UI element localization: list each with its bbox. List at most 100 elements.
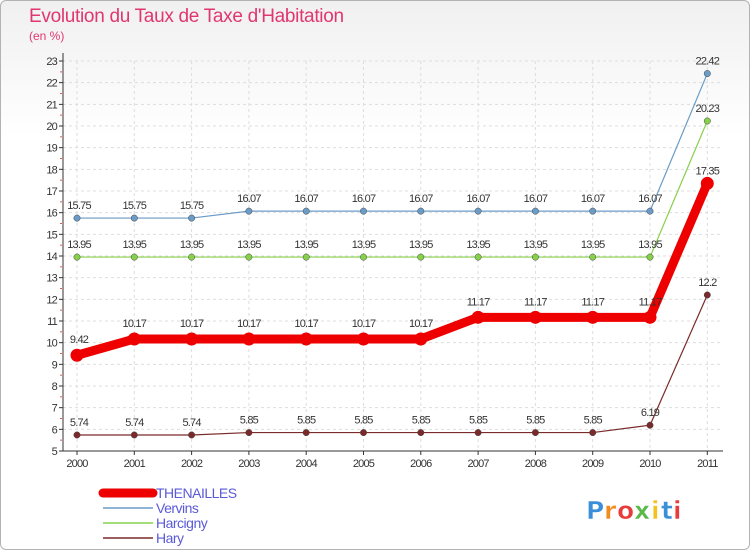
series-line-hary <box>76 294 708 436</box>
data-point <box>360 429 367 437</box>
data-label: 16.07 <box>409 193 433 205</box>
data-point <box>531 207 539 215</box>
data-label: 9.42 <box>70 334 89 346</box>
y-tick-label: 9 <box>52 359 58 371</box>
data-label: 13.95 <box>638 239 662 251</box>
data-point <box>245 253 253 261</box>
data-label: 20.23 <box>696 103 720 115</box>
x-tick-label: 2010 <box>639 458 661 470</box>
data-label: 10.17 <box>123 318 147 330</box>
data-label: 5.74 <box>182 417 201 429</box>
data-label: 16.07 <box>524 193 548 205</box>
data-point <box>302 207 310 215</box>
y-tick-label: 7 <box>52 403 58 415</box>
data-label: 5.74 <box>125 417 144 429</box>
data-point <box>643 310 657 324</box>
data-label: 13.95 <box>352 239 376 251</box>
logo-letter: o <box>617 496 634 525</box>
x-tick-label: 2004 <box>296 458 318 470</box>
y-tick-label: 23 <box>46 56 57 68</box>
data-point <box>646 207 654 215</box>
y-tick-label: 18 <box>46 164 57 176</box>
data-label: 13.95 <box>237 239 261 251</box>
data-point <box>73 214 81 222</box>
y-tick-label: 11 <box>47 316 58 328</box>
y-tick-label: 19 <box>46 143 57 155</box>
data-label: 16.07 <box>294 193 318 205</box>
data-point <box>302 253 310 261</box>
data-label: 5.85 <box>584 415 603 427</box>
y-tick-label: 16 <box>46 208 57 220</box>
x-tick-label: 2003 <box>238 458 260 470</box>
logo-letter: i <box>651 496 660 525</box>
data-label: 16.07 <box>237 193 261 205</box>
data-point <box>589 207 597 215</box>
logo-letter: t <box>661 496 673 525</box>
data-label: 11.17 <box>467 296 490 308</box>
data-label: 11.17 <box>581 296 604 308</box>
y-tick-label: 15 <box>46 229 57 241</box>
legend-label: Vervins <box>156 500 199 516</box>
x-tick-label: 2006 <box>410 458 432 470</box>
legend-label: THENAILLES <box>156 485 237 501</box>
data-label: 13.95 <box>409 239 433 251</box>
data-point <box>302 429 310 437</box>
y-tick-label: 20 <box>46 121 57 133</box>
data-point <box>700 176 714 190</box>
data-label: 13.95 <box>294 239 318 251</box>
data-point <box>188 431 196 439</box>
data-point <box>70 348 84 362</box>
y-tick-label: 14 <box>46 251 57 263</box>
data-label: 10.17 <box>237 318 261 330</box>
y-tick-label: 5 <box>52 446 58 458</box>
data-point <box>73 253 81 261</box>
data-label: 5.85 <box>526 415 545 427</box>
data-label: 10.17 <box>409 318 433 330</box>
data-point <box>531 253 539 261</box>
data-point <box>360 207 367 215</box>
data-point <box>245 429 253 437</box>
data-point <box>471 310 485 324</box>
data-label: 12.2 <box>698 277 717 289</box>
data-label: 5.74 <box>70 417 89 429</box>
y-tick-label: 22 <box>46 78 57 90</box>
x-tick-label: 2001 <box>124 458 146 470</box>
x-tick-label: 2008 <box>525 458 547 470</box>
data-point <box>417 253 425 261</box>
logo-letter: P <box>586 496 604 525</box>
y-tick-label: 17 <box>46 186 57 198</box>
data-label: 15.75 <box>180 200 204 212</box>
data-point <box>417 429 425 437</box>
data-label: 13.95 <box>466 239 490 251</box>
x-tick-label: 2002 <box>181 458 203 470</box>
data-label: 15.75 <box>67 200 91 212</box>
logo-letter: r <box>604 496 617 525</box>
data-point <box>127 332 141 346</box>
data-point <box>703 291 711 299</box>
data-point <box>703 117 711 125</box>
x-tick-label: 2011 <box>697 458 718 470</box>
data-label: 16.07 <box>352 193 376 205</box>
data-point <box>646 253 654 261</box>
x-tick-label: 2005 <box>353 458 375 470</box>
legend-label: Hary <box>156 530 184 546</box>
data-label: 11.17 <box>524 296 547 308</box>
data-point <box>130 214 138 222</box>
data-point <box>531 429 539 437</box>
data-point <box>188 214 196 222</box>
series-line-harcigny <box>76 120 708 258</box>
data-point <box>130 431 138 439</box>
data-label: 5.85 <box>297 415 316 427</box>
y-tick-label: 12 <box>46 294 57 306</box>
y-tick-label: 13 <box>46 273 57 285</box>
data-point <box>586 310 600 324</box>
data-label: 11.17 <box>639 296 662 308</box>
x-tick-label: 2000 <box>66 458 88 470</box>
data-point <box>245 207 253 215</box>
data-label: 16.07 <box>581 193 605 205</box>
data-label: 22.42 <box>696 56 720 68</box>
data-label: 10.17 <box>352 318 376 330</box>
data-point <box>357 332 370 346</box>
